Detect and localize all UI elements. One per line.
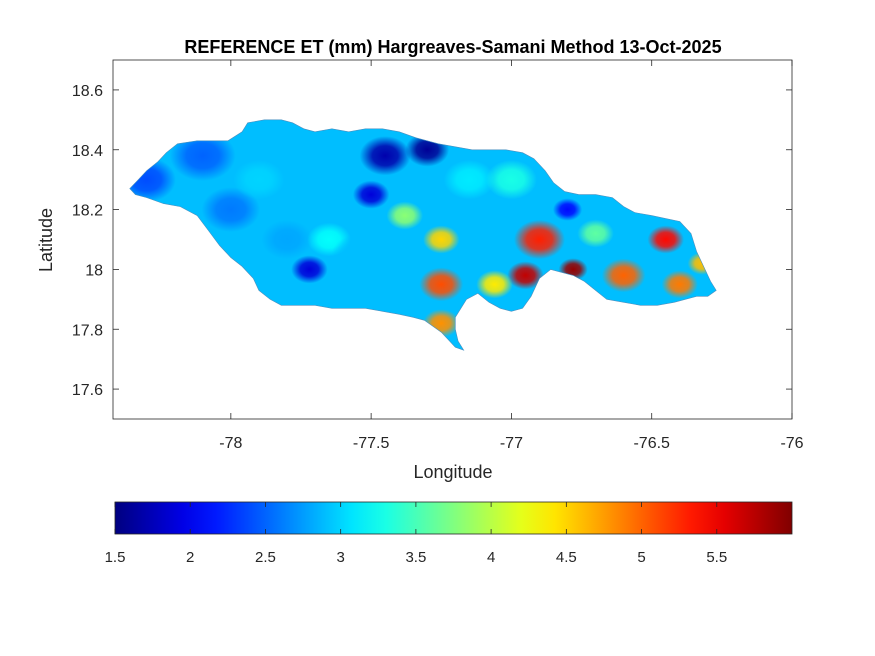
y-axis-label: Latitude — [36, 208, 56, 272]
field-blob — [476, 270, 513, 299]
field-blob — [201, 187, 261, 233]
field-blob — [352, 180, 390, 209]
field-blob — [419, 267, 464, 302]
field-blob — [386, 201, 424, 230]
y-tick-label: 17.6 — [72, 382, 103, 399]
field-blob — [423, 225, 460, 254]
field-blob — [359, 136, 411, 176]
field-blob — [661, 270, 699, 299]
x-tick-label: -77.5 — [353, 435, 390, 452]
field-blob — [291, 255, 328, 284]
x-tick-label: -78 — [219, 435, 242, 452]
y-axis-ticks: 17.6 17.8 18 18.2 18.4 18.6 — [72, 83, 792, 399]
field-blob — [647, 225, 684, 254]
colorbar-tick-label: 5 — [637, 549, 645, 566]
y-tick-label: 18 — [85, 262, 103, 279]
colorbar-tick-label: 2 — [186, 549, 194, 566]
field-blob — [601, 258, 646, 293]
colorbar-ticks: 1.5 2 2.5 3 3.5 4 4.5 5 5.5 — [105, 502, 727, 566]
field-blob — [485, 160, 537, 200]
x-axis-ticks: -78 -77.5 -77 -76.5 -76 — [219, 60, 804, 452]
field-blob — [233, 160, 285, 200]
x-axis-label: Longitude — [413, 462, 492, 482]
field-blob — [261, 219, 313, 260]
field-blob — [577, 219, 614, 248]
colorbar-tick-label: 2.5 — [255, 549, 276, 566]
region-outline — [129, 119, 717, 351]
x-tick-label: -76 — [780, 435, 803, 452]
colorbar-tick-label: 3.5 — [405, 549, 426, 566]
colorbar-tick-label: 1.5 — [105, 549, 126, 566]
chart-title: REFERENCE ET (mm) Hargreaves-Samani Meth… — [184, 37, 721, 57]
field-blob — [169, 130, 236, 181]
field-blob — [507, 261, 544, 290]
colorbar-tick-label: 5.5 — [706, 549, 727, 566]
field-blob — [552, 198, 583, 221]
x-tick-label: -77 — [500, 435, 523, 452]
x-tick-label: -76.5 — [633, 435, 670, 452]
field-blobs — [129, 130, 717, 338]
field-blob — [443, 160, 495, 200]
field-blob — [513, 219, 566, 260]
y-tick-label: 18.2 — [72, 203, 103, 220]
y-tick-label: 18.6 — [72, 83, 103, 100]
colorbar — [114, 501, 793, 535]
y-tick-label: 18.4 — [72, 143, 103, 160]
field-blob — [331, 234, 383, 275]
colorbar-tick-label: 3 — [336, 549, 344, 566]
colorbar-tick-label: 4.5 — [556, 549, 577, 566]
y-tick-label: 17.8 — [72, 322, 103, 339]
colorbar-tick-label: 4 — [487, 549, 495, 566]
